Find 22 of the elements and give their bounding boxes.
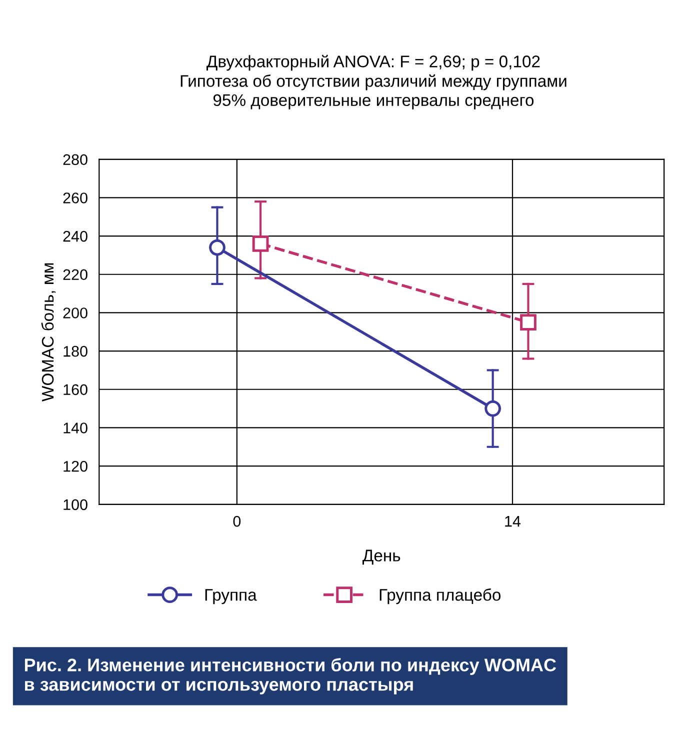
y-tick-label: 240	[63, 230, 88, 242]
y-tick-label: 120	[64, 460, 88, 472]
point	[520, 314, 536, 330]
y-tick-label: 220	[63, 269, 88, 280]
point	[209, 239, 226, 256]
legend-label: Группа	[205, 589, 257, 604]
y-tick-label: 100	[64, 499, 88, 510]
legend-label: Группа плацебо	[380, 588, 501, 604]
y-axis-title: WOMAC боль, мм	[41, 263, 56, 402]
x-tick-label: 0	[233, 516, 241, 527]
chart-title: Двухфакторный ANOVA: F = 2,69; p = 0,102 Гипотеза об отсутствии различий между группами 95% доверительные интервалы среднего	[180, 54, 566, 110]
y-tick-label: 140	[64, 422, 88, 434]
y-tick-label: 180	[64, 346, 88, 357]
x-tick-label: 14	[505, 516, 521, 527]
y-tick-label: 160	[64, 384, 88, 396]
y-tick-label: 200	[63, 308, 88, 318]
text: Рис. 2. Изменение интенсивности боли по индексу WOMAC в зависимости от используемого пластыря	[24, 658, 556, 694]
point	[484, 400, 502, 417]
x-axis-title: День	[362, 550, 400, 565]
y-tick-label: 280	[63, 154, 88, 166]
y-tick-label: 260	[63, 192, 88, 204]
point	[252, 236, 269, 252]
